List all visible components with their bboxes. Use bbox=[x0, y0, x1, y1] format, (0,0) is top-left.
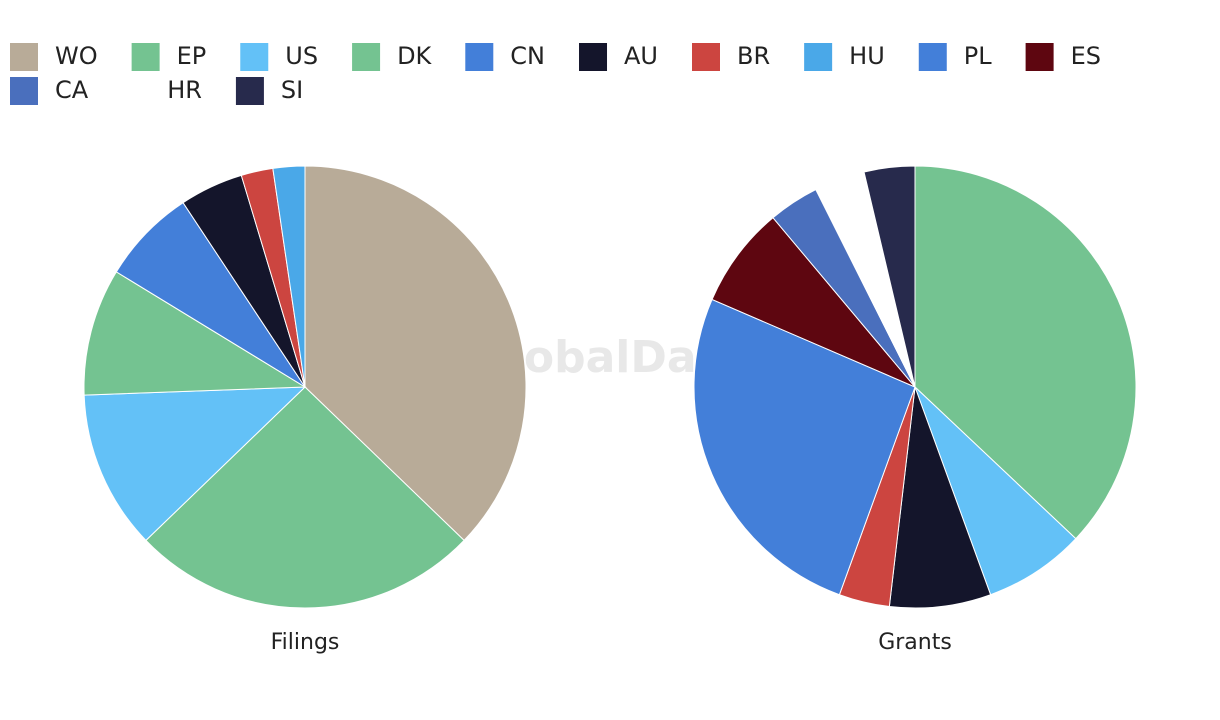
pie-slice bbox=[272, 165, 306, 388]
legend-swatch bbox=[1025, 43, 1054, 71]
legend-swatch bbox=[240, 43, 269, 71]
legend-label: WO bbox=[55, 42, 98, 70]
legend-swatch bbox=[10, 43, 38, 71]
pie-slice bbox=[888, 386, 992, 609]
pie-slice bbox=[145, 386, 465, 609]
legend-label: EP bbox=[177, 42, 207, 70]
legend-swatch bbox=[235, 77, 264, 105]
legend-label: CN bbox=[510, 42, 545, 70]
pie-title: Filings bbox=[271, 630, 340, 655]
pie-slice bbox=[914, 165, 1137, 540]
legend-swatch bbox=[918, 43, 947, 71]
legend-label: CA bbox=[55, 76, 89, 104]
pie-slice bbox=[863, 165, 916, 388]
pie-slice bbox=[83, 386, 307, 542]
legend-label: PL bbox=[964, 42, 992, 70]
legend-swatch bbox=[692, 43, 720, 71]
legend-label: DK bbox=[397, 42, 432, 70]
legend-label: AU bbox=[624, 42, 658, 70]
legend-label: BR bbox=[737, 42, 770, 70]
pie-slice bbox=[304, 165, 527, 542]
legend-swatch bbox=[131, 43, 160, 71]
pie-slice bbox=[693, 298, 916, 596]
legend-label: SI bbox=[281, 76, 303, 104]
legend-swatch bbox=[122, 77, 151, 105]
pie-slice bbox=[711, 216, 916, 388]
legend-swatch bbox=[352, 43, 381, 71]
pie-slice bbox=[83, 271, 307, 396]
legend-label: HU bbox=[849, 42, 885, 70]
legend-swatch bbox=[465, 43, 494, 71]
legend-swatch bbox=[10, 77, 38, 105]
legend-label: US bbox=[285, 42, 318, 70]
legend-label: ES bbox=[1071, 42, 1101, 70]
pie-title: Grants bbox=[878, 630, 952, 655]
legend-swatch bbox=[804, 43, 833, 71]
legend-label: HR bbox=[167, 76, 202, 104]
pie-slice bbox=[914, 386, 1077, 596]
legend-swatch bbox=[579, 43, 608, 71]
